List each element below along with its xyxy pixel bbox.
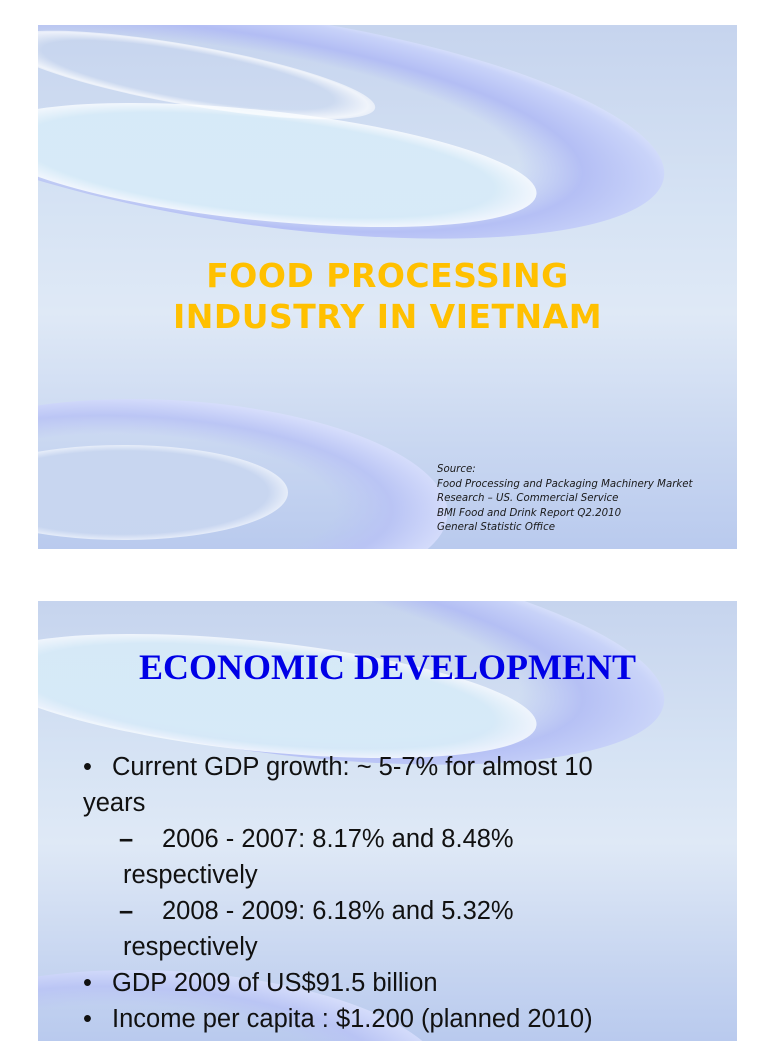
bullet-item: • Income per capita : $1.200 (planned 20…: [83, 1001, 723, 1037]
dash-icon: –: [119, 897, 134, 925]
sub-bullet-item: – 2008 - 2009: 6.18% and 5.32% respectiv…: [83, 893, 723, 965]
slide-2: ECONOMIC DEVELOPMENT • Current GDP growt…: [38, 601, 737, 1041]
bullet-item: • Current GDP growth: ~ 5-7% for almost …: [83, 749, 723, 821]
slide-1: FOOD PROCESSING INDUSTRY IN VIETNAM Sour…: [38, 25, 737, 549]
background-swirl: [38, 25, 679, 282]
sub-bullet-text: 2006 - 2007: 8.17% and 8.48%: [162, 825, 514, 853]
source-line: Research – US. Commercial Service: [437, 493, 619, 504]
slide-title: FOOD PROCESSING INDUSTRY IN VIETNAM: [38, 255, 737, 337]
background-streak: [38, 25, 381, 138]
slide-title: ECONOMIC DEVELOPMENT: [138, 647, 637, 687]
bullet-icon: •: [83, 969, 92, 997]
bullet-item: • GDP 2009 of US$91.5 billion: [83, 965, 723, 1001]
bullet-text: Income per capita : $1.200 (planned 2010…: [112, 1005, 593, 1033]
source-line: General Statistic Office: [437, 522, 555, 533]
background-swirl-inner: [38, 81, 543, 249]
source-line: Food Processing and Packaging Machinery …: [437, 478, 693, 490]
sub-bullet-text-continued: respectively: [123, 861, 258, 889]
slide-title-line: INDUSTRY IN VIETNAM: [172, 297, 603, 336]
bullet-text: Current GDP growth: ~ 5-7% for almost 10: [112, 753, 593, 781]
bullet-icon: •: [83, 1005, 92, 1033]
dash-icon: –: [119, 825, 134, 853]
source-label: Source:: [437, 464, 476, 475]
slide-title-line: FOOD PROCESSING: [206, 256, 569, 295]
bullet-text-continued: years: [83, 789, 146, 817]
background-swirl-lower: [38, 385, 453, 549]
sub-bullet-text: 2008 - 2009: 6.18% and 5.32%: [162, 897, 514, 925]
bullet-text: GDP 2009 of US$91.5 billion: [112, 969, 438, 997]
sub-bullet-item: – 2006 - 2007: 8.17% and 8.48% respectiv…: [83, 821, 723, 893]
bullet-icon: •: [83, 753, 92, 781]
background-swirl-lower-inner: [38, 445, 288, 540]
bullet-list: • Current GDP growth: ~ 5-7% for almost …: [83, 749, 723, 1037]
source-line: BMI Food and Drink Report Q2.2010: [437, 507, 622, 519]
source-citation: Source: Food Processing and Packaging Ma…: [437, 463, 693, 536]
sub-bullet-text-continued: respectively: [123, 933, 258, 961]
